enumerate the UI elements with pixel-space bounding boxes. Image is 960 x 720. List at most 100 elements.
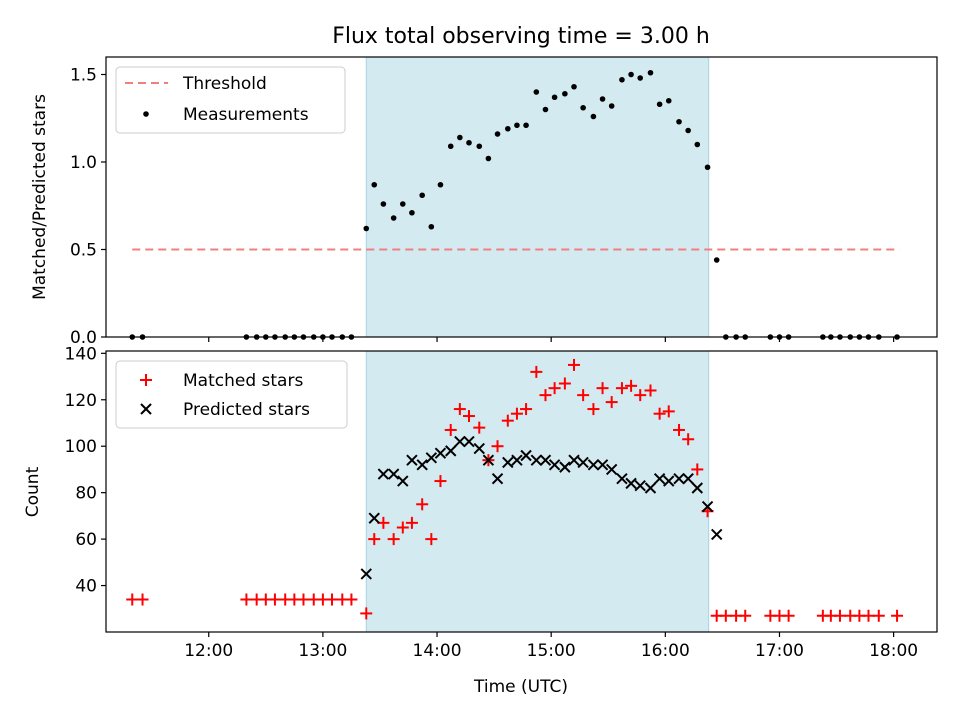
matched-star-point [782,609,795,622]
matched-star-point [434,475,447,488]
measurement-point [505,125,511,132]
measurement-point [380,201,387,207]
legend-predicted-label: Predicted stars [183,400,310,420]
measurement-point [371,181,378,188]
matched-star-point [587,403,600,416]
x-tick-label: 15:00 [527,641,576,661]
chart-title: Flux total observing time = 3.00 h [332,24,710,49]
measurement-point [676,118,682,125]
matched-star-point [396,521,409,534]
predicted-star-point [397,475,409,487]
matched-star-point [605,396,618,409]
y-tick-label: 140 [65,344,97,364]
measurement-point [523,122,529,129]
predicted-star-point [682,473,694,485]
measurement-point [399,201,406,207]
matched-star-point [872,609,885,622]
matched-star-point [539,389,552,402]
measurement-point [447,143,454,150]
measurement-point [656,101,663,108]
matched-star-point [453,403,466,416]
predicted-star-point [605,463,618,476]
matched-star-point [501,414,514,427]
matched-star-point [405,516,418,529]
measurement-point [628,71,634,78]
bottom-legend-frame [115,360,348,429]
matched-star-point [558,377,571,390]
measurement-point [619,76,625,83]
matched-star-point [425,533,438,546]
measurement-point [551,94,558,101]
predicted-star-point [663,475,675,487]
predicted-star-point [454,435,466,448]
measurement-point [562,90,568,97]
matched-star-point [691,463,704,476]
matched-star-point [682,433,695,446]
matched-star-point [416,498,429,511]
legend-measurements-swatch [143,111,149,117]
bottom-panel: 40 60 80 100 120 140 12:00 13:00 14:00 15:00 16:0… [23,344,938,697]
measurement-point [485,155,492,162]
y-tick-label: 100 [65,437,97,457]
matched-star-point [644,384,657,397]
matched-star-point [240,593,253,606]
measurement-point [533,89,540,95]
predicted-star-point [616,473,628,485]
matched-star-point [577,389,590,402]
matched-star-point [662,405,675,418]
matched-star-point [510,407,523,420]
top-x-ticks [208,337,895,342]
matched-stars-points [126,358,904,622]
matched-star-point [444,423,457,436]
measurement-point [542,106,549,113]
matched-star-point [634,389,647,402]
matched-star-point [625,379,638,392]
measurement-point [608,103,615,109]
matched-star-point [530,365,543,378]
measurement-point [665,97,672,104]
predicted-star-point [587,459,600,471]
matched-star-point [653,407,666,420]
predicted-star-point [406,454,418,466]
measurement-point [428,223,435,230]
measurement-point [694,141,701,148]
matched-star-point [268,593,281,606]
measurement-point [637,75,644,81]
measurement-point [409,209,415,216]
measurement-point [514,122,520,129]
predicted-star-point [502,456,514,469]
predicted-star-point [368,512,380,524]
y-tick-label: 0.0 [70,328,97,348]
matched-star-point [615,382,628,395]
matched-star-point [833,609,846,622]
x-tick-label: 12:00 [184,641,233,661]
bottom-panel-shaded-region [365,350,710,633]
predicted-star-point [511,454,523,466]
predicted-star-point [387,468,400,480]
matched-star-point [891,609,904,622]
measurement-point [647,69,654,76]
top-y-axis-label: Matched/Predicted stars [30,94,50,300]
predicted-star-point [596,459,609,471]
top-y-ticks: 0.0 0.5 1.0 1.5 [70,66,106,348]
predicted-star-point [653,473,666,485]
matched-star-point [136,593,149,606]
x-tick-label: 18:00 [869,641,918,661]
measurement-point [599,96,606,102]
predicted-star-point [577,456,589,469]
measurement-point [363,225,370,232]
legend-matched-label: Matched stars [183,371,303,391]
bottom-panel-frame [105,350,938,633]
measurement-point [390,215,397,221]
top-legend-frame [115,66,346,134]
matched-star-point [360,607,373,620]
predicted-star-point [445,445,457,457]
matched-star-point [548,382,561,395]
predicted-star-point [482,454,495,466]
matched-star-point [368,533,381,546]
measurement-point [457,134,463,141]
y-tick-label: 60 [75,530,97,550]
bottom-y-axis-label: Count [23,466,43,517]
predicted-star-point [559,461,571,473]
